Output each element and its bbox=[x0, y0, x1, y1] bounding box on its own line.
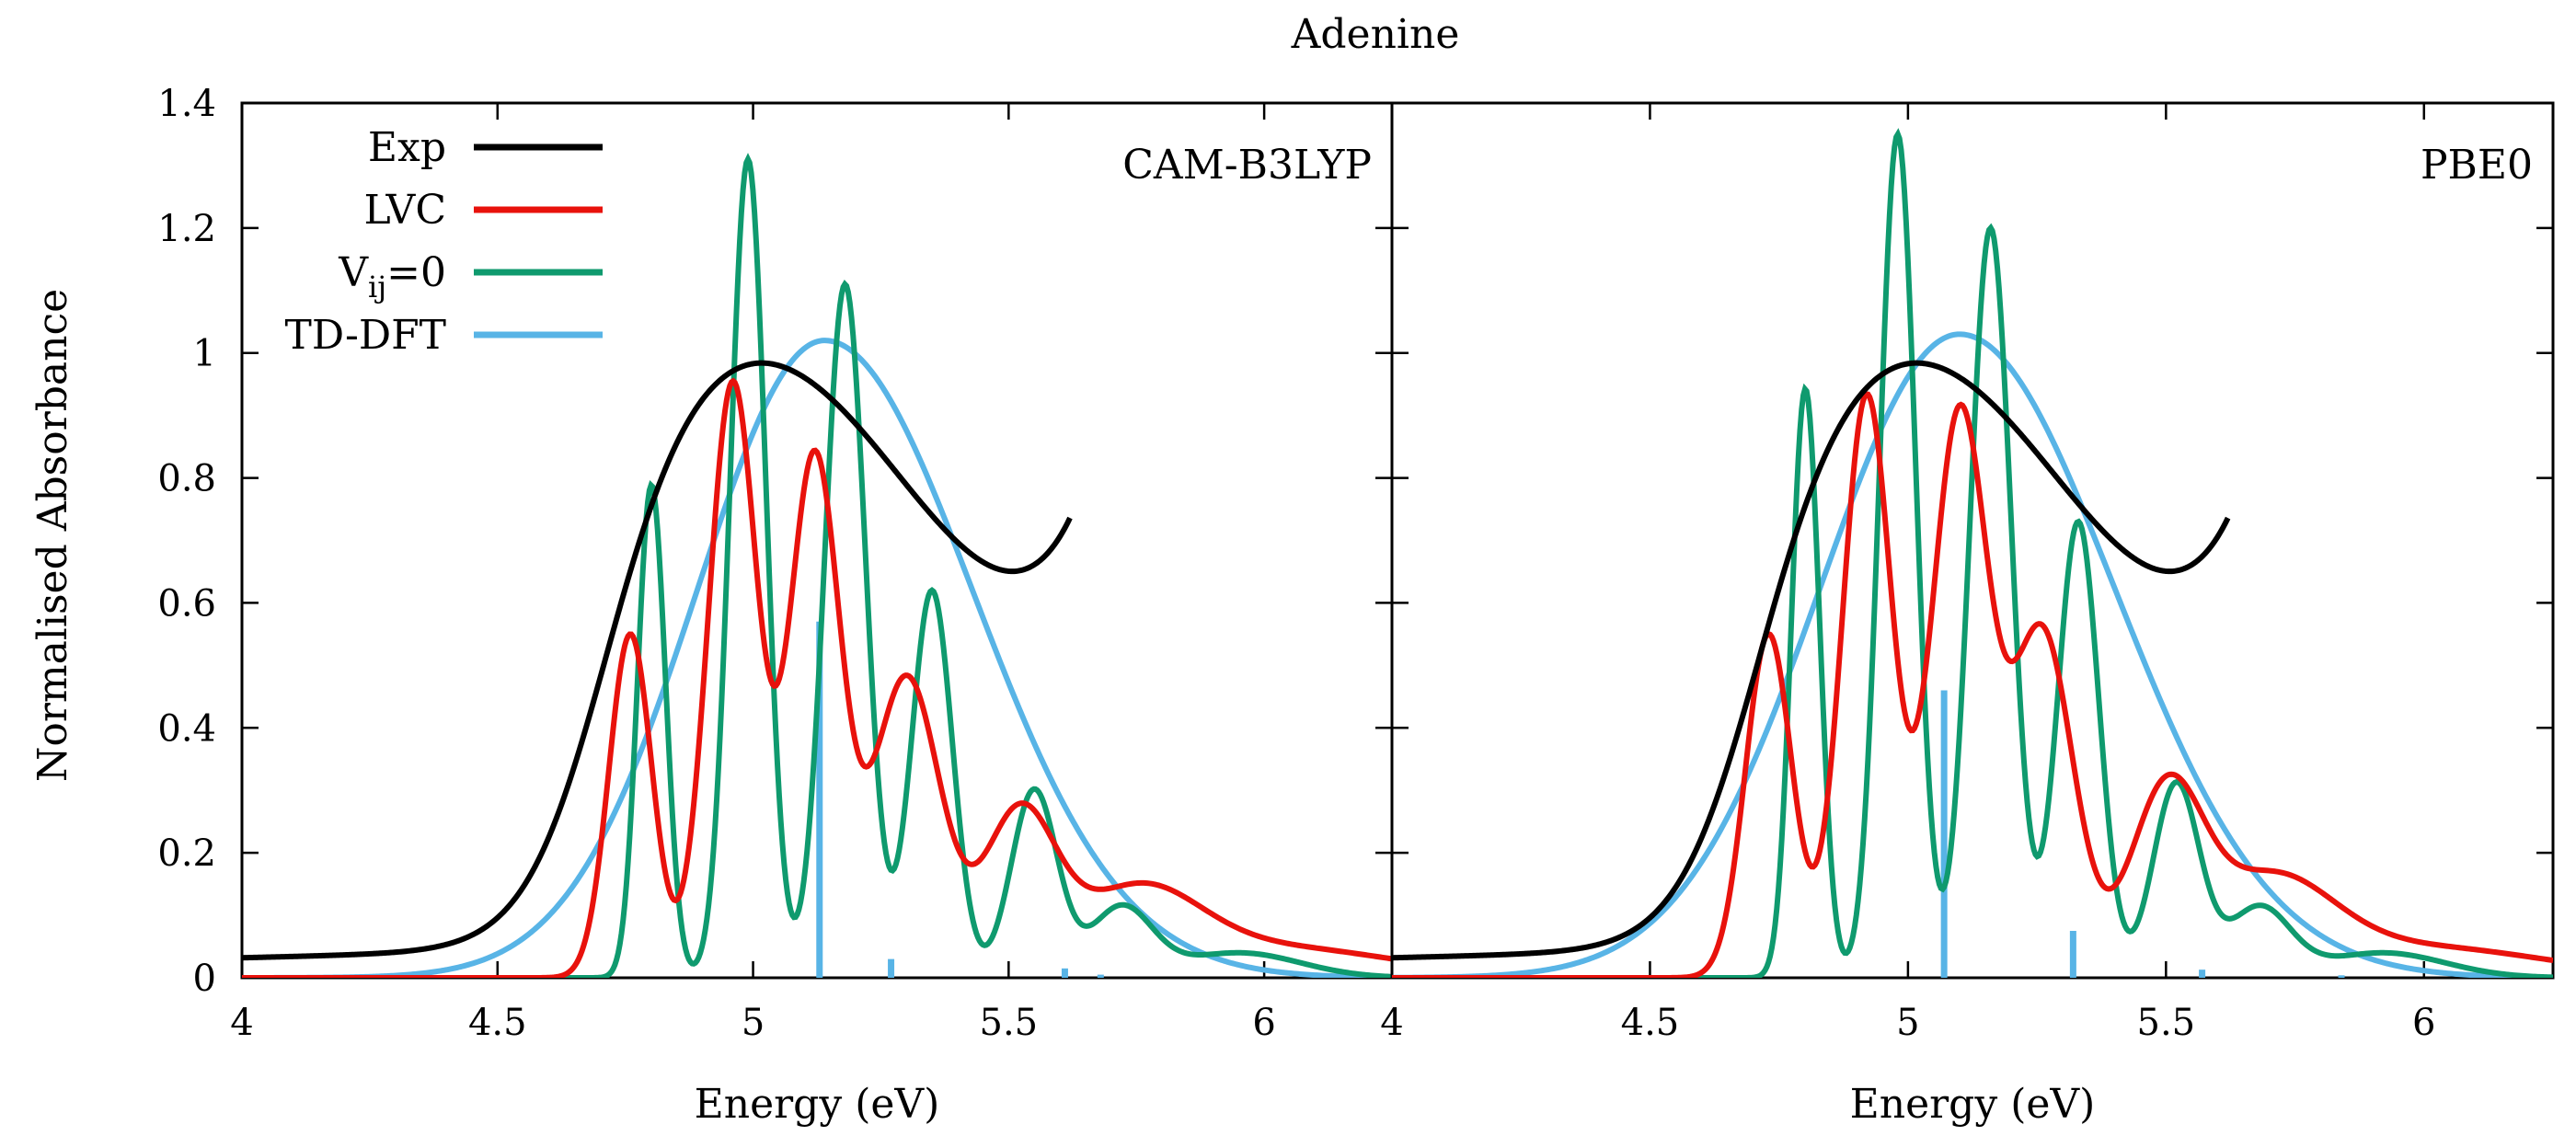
y-tick-label: 0 bbox=[193, 958, 216, 1000]
legend-main-text: V bbox=[338, 249, 369, 296]
plot-area bbox=[242, 153, 1392, 978]
panel-1: 0 0.2 0.4 0.6 0.8 1 1.2 1.4 4 4.5 5 5.5 6 Energy (eV)… bbox=[157, 83, 1394, 1128]
legend-label-lvc: LVC bbox=[364, 187, 446, 234]
x-tick-label: 4.5 bbox=[1621, 1002, 1680, 1044]
y-tick-label: 1.2 bbox=[157, 208, 216, 250]
y-tick-label: 1.4 bbox=[157, 83, 216, 125]
legend-label-vij: Vij=0 bbox=[338, 249, 446, 304]
x-tick-label: 5 bbox=[1896, 1002, 1919, 1044]
chart-title: Adenine bbox=[1291, 11, 1460, 58]
y-tick-label: 1 bbox=[193, 333, 216, 375]
x-axis-label: Energy (eV) bbox=[695, 1081, 940, 1128]
x-tick-label: 4 bbox=[230, 1002, 253, 1044]
y-tick-label: 0.6 bbox=[157, 582, 216, 625]
x-tick-label: 4 bbox=[1380, 1002, 1403, 1044]
x-tick-label: 6 bbox=[2412, 1002, 2435, 1044]
x-axis-label: Energy (eV) bbox=[1850, 1081, 2096, 1128]
panels-group: 0 0.2 0.4 0.6 0.8 1 1.2 1.4 4 4.5 5 5.5 6 Energy (eV)… bbox=[157, 83, 2555, 1128]
legend-label-exp: Exp bbox=[368, 124, 446, 171]
exp-line bbox=[1392, 360, 2231, 961]
panel-method-label: CAM-B3LYP bbox=[1122, 142, 1372, 189]
legend-subscript: ij bbox=[368, 270, 386, 304]
vij-line bbox=[1392, 128, 2553, 978]
lvc-line bbox=[1392, 391, 2553, 978]
exp-line bbox=[242, 360, 1073, 961]
x-tick-label: 5.5 bbox=[980, 1002, 1039, 1044]
plot-frame bbox=[1390, 101, 2555, 980]
y-axis-label: Normalised Absorbance bbox=[29, 289, 76, 782]
x-tick-label: 6 bbox=[1252, 1002, 1275, 1044]
y-tick-label: 0.2 bbox=[157, 832, 216, 875]
legend-suffix: =0 bbox=[386, 249, 446, 296]
panel-method-label: PBE0 bbox=[2421, 142, 2533, 189]
x-tick-label: 4.5 bbox=[468, 1002, 527, 1044]
y-tick-label: 0.8 bbox=[157, 458, 216, 500]
x-tick-label: 5.5 bbox=[2137, 1002, 2196, 1044]
legend-label-tddft: TD-DFT bbox=[285, 312, 446, 359]
plot-area bbox=[1392, 128, 2553, 978]
vij-line bbox=[242, 153, 1392, 978]
legend: Exp LVC Vij=0 TD-DFT bbox=[285, 124, 603, 359]
panel-2: 4 4.5 5 5.5 6 Energy (eV) PBE0 bbox=[1380, 101, 2555, 1128]
lvc-line bbox=[242, 377, 1392, 978]
x-tick-label: 5 bbox=[742, 1002, 765, 1044]
y-tick-label: 0.4 bbox=[157, 707, 216, 750]
